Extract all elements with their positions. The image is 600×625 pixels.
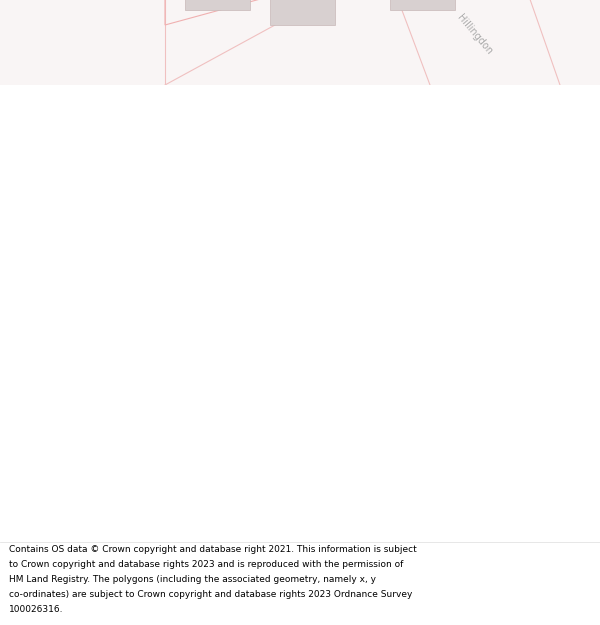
Text: Map shows position and indicative extent of the property.: Map shows position and indicative extent… [120,34,480,47]
Polygon shape [185,0,250,10]
Text: HM Land Registry. The polygons (including the associated geometry, namely x, y: HM Land Registry. The polygons (includin… [9,575,376,584]
Text: Contains OS data © Crown copyright and database right 2021. This information is : Contains OS data © Crown copyright and d… [9,545,417,554]
Text: 7, HILLINGDON, BRIDPORT, DT6 3DH: 7, HILLINGDON, BRIDPORT, DT6 3DH [145,10,455,25]
Polygon shape [390,0,455,10]
Text: co-ordinates) are subject to Crown copyright and database rights 2023 Ordnance S: co-ordinates) are subject to Crown copyr… [9,590,412,599]
Text: to Crown copyright and database rights 2023 and is reproduced with the permissio: to Crown copyright and database rights 2… [9,560,403,569]
Text: 100026316.: 100026316. [9,604,64,614]
Text: Hillingdon: Hillingdon [455,13,494,57]
Polygon shape [270,0,335,25]
